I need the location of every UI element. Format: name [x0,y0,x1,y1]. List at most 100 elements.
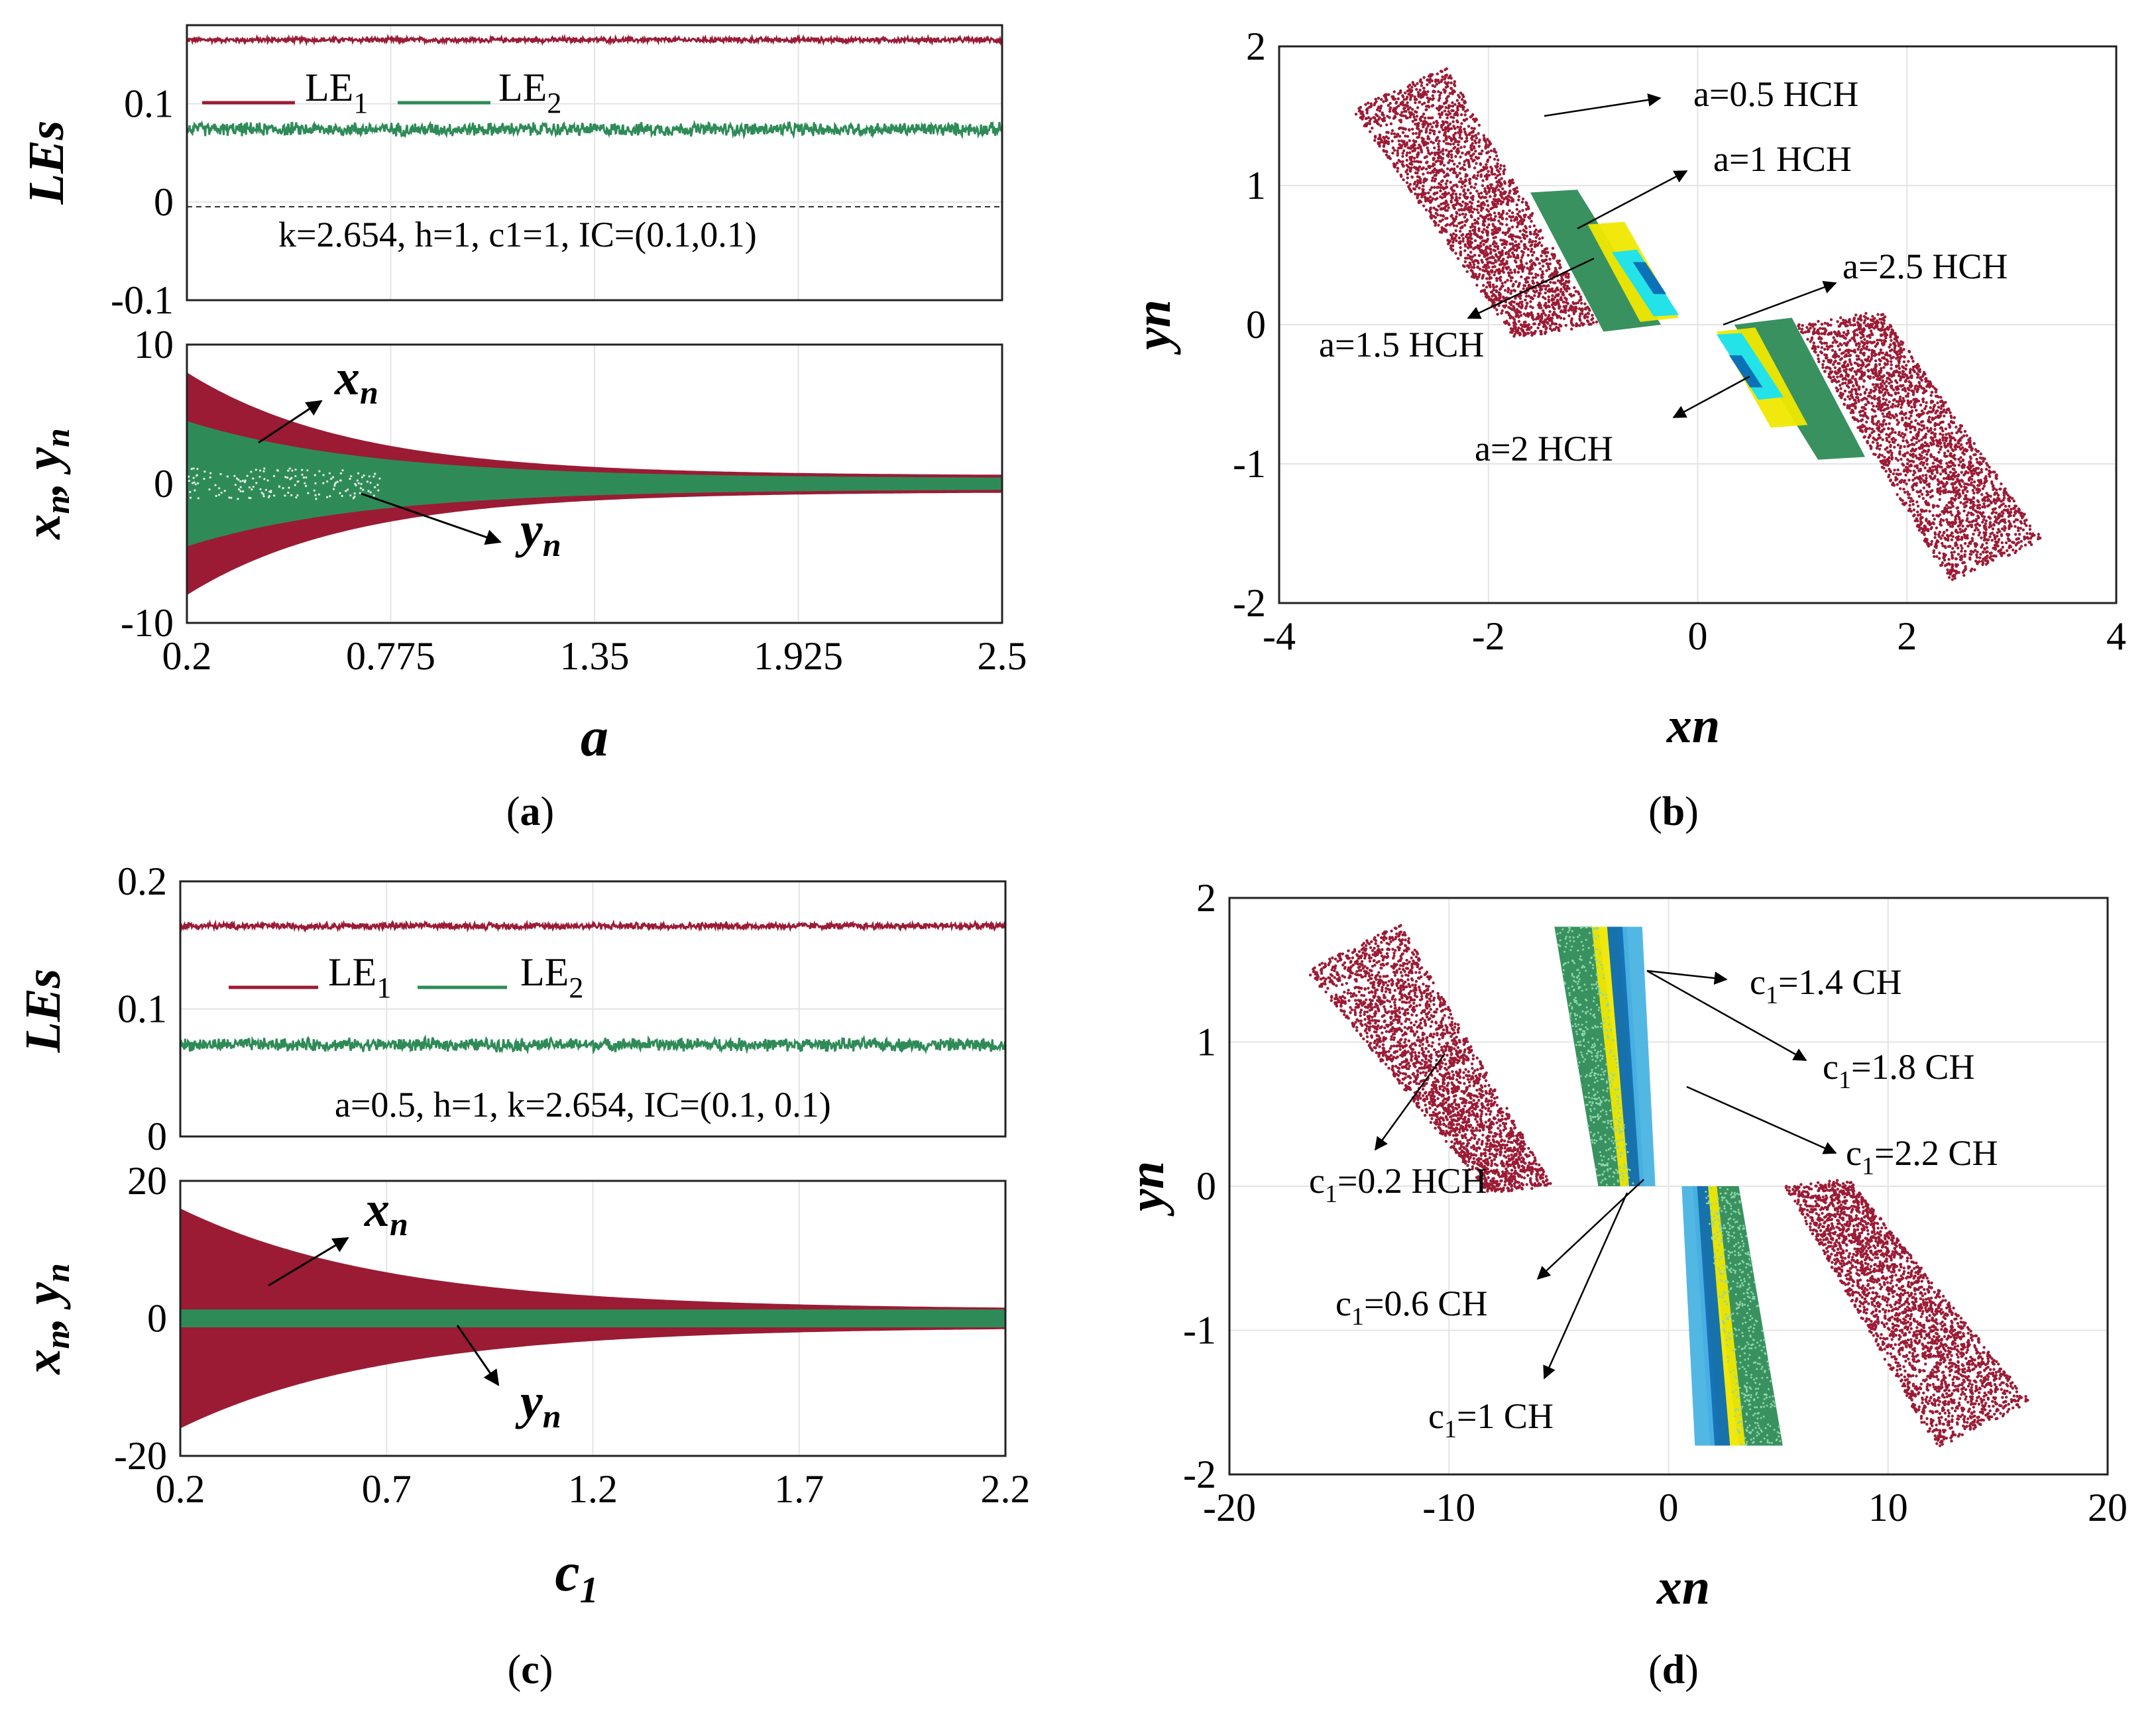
attractor-a05-point [1881,376,1884,379]
attractor-a05-point [1844,381,1847,385]
attractor-a05-point [2003,529,2006,532]
attractor-a05-point [1414,192,1417,195]
attractor-a05-point [1451,192,1455,195]
attractor-a05-point [1412,187,1416,190]
attractor-a05-point [2017,541,2020,544]
attractor-a05-point [1857,400,1860,403]
yn-speck [282,487,284,490]
attractor-a05-point [1401,131,1405,135]
attractor-a05-point [1501,231,1504,235]
attractor-a05-point [1481,260,1484,264]
attractor-a05-point [1884,391,1887,394]
attractor-a05-point [1966,471,1970,474]
attractor-a05-point [1896,443,1900,447]
yn-speck [357,472,360,474]
attractor-a05-point [1949,511,1953,514]
attractor-a05-point [1955,425,1958,429]
attractor-a05-point [1470,138,1474,141]
attractor-a05-point [1932,551,1935,555]
attractor-a05-point [1457,202,1461,206]
attractor-a05-point [1468,229,1472,233]
attractor-a05-point [1863,341,1866,345]
attractor-a05-point [2014,543,2017,547]
attractor-a05-point [1427,74,1431,78]
attractor-a05-point [2033,533,2036,537]
attractor-a05-point [1528,225,1532,229]
attractor-a05-point [1844,365,1847,368]
yn-speck [360,482,363,485]
attractor-a05-point [1993,543,1997,547]
attractor-a05-point [1367,101,1370,105]
attractor-a05-point [1861,414,1865,417]
attractor-a05-point [1457,150,1461,153]
attractor-a05-point [1499,239,1503,242]
attractor-a05-point [1401,152,1404,155]
attractor-a05-point [1470,148,1474,151]
attractor-a05-point [1449,81,1453,85]
attractor-a05-point [1434,223,1437,227]
attractor-a05-point [1482,220,1486,223]
attractor-a05-point [1406,135,1410,138]
attractor-a05-point [1998,529,2002,533]
attractor-a05-point [1499,288,1502,291]
attractor-a05-point [1920,457,1923,461]
attractor-a05-point [1483,290,1487,294]
attractor-a05-point [1520,263,1524,266]
attractor-a05-point [1953,577,1957,580]
yn-speck [219,472,222,476]
attractor-a05-point [1469,186,1473,189]
attractor-a05-point [1970,537,1974,540]
attractor-a05-point [1919,480,1922,483]
attractor-a05-point [1920,461,1923,464]
attractor-a05-point [1450,167,1453,171]
attractor-a05-point [1906,392,1910,396]
attractor-a05-point [1441,186,1444,190]
attractor-a05-point [1961,561,1964,565]
attractor-a05-point [1389,101,1392,105]
attractor-a05-point [1992,547,1995,550]
attractor-a05-point [1941,439,1945,442]
attractor-a05-point [1825,345,1829,348]
attractor-a05-point [1464,219,1467,223]
attractor-a05-point [1446,203,1449,207]
attractor-a05-point [1405,164,1408,167]
attractor-a05-point [1570,327,1573,331]
attractor-a05-point [1433,192,1437,195]
attractor-a05-point [1885,384,1888,388]
attractor-a05-point [1908,410,1911,414]
attractor-a05-point [1801,324,1804,327]
attractor-a05-point [1984,522,1987,525]
attractor-a05-point [1914,454,1917,457]
attractor-a05-point [1541,264,1545,268]
attractor-a05-point [1540,313,1544,316]
attractor-a05-point [2027,537,2030,540]
attractor-a05-point [1544,284,1548,288]
attractor-a05-point [1932,456,1936,459]
yn-speck [301,473,304,476]
attractor-a05-point [1954,443,1958,447]
attractor-a05-point [1412,115,1416,119]
yn-speck [349,494,352,497]
attractor-a05-point [1907,360,1910,363]
attractor-a05-point [1401,154,1404,158]
attractor-a05-point [1966,517,1969,520]
attractor-a05-point [1837,344,1840,348]
attractor-a05-point [1408,115,1412,119]
yn-speck [239,480,242,483]
attractor-a05-point [1455,224,1459,228]
attractor-a05-point [1451,221,1455,225]
attractor-a05-point [1958,492,1961,496]
attractor-a05-point [1381,113,1384,117]
attractor-a05-point [1460,122,1463,125]
attractor-a05-point [1507,198,1510,202]
attractor-a05-point [1446,179,1449,183]
attractor-a05-point [1986,546,1989,549]
attractor-a05-point [1967,511,1970,514]
attractor-a05-point [1456,125,1459,129]
attractor-a05-point [1473,232,1477,235]
attractor-a05-point [1461,107,1465,111]
attractor-a05-point [1540,244,1544,247]
attractor-a05-point [1505,319,1508,323]
attractor-a05-point [1517,326,1520,330]
attractor-a05-point [1840,321,1843,325]
